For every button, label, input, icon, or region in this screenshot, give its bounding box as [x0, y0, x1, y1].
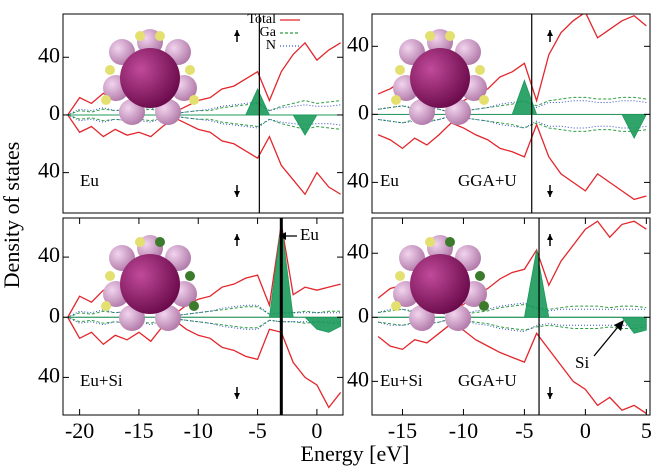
dos-line — [67, 316, 341, 329]
panel-plot — [63, 14, 343, 213]
atom — [445, 237, 455, 247]
annotation: GGA+U — [458, 371, 517, 390]
spin-down-arrow-head — [547, 393, 553, 399]
spin-up-arrow-head — [234, 234, 240, 240]
atom — [189, 301, 199, 311]
dos-line — [377, 122, 647, 201]
y-tick-label: 0 — [358, 302, 369, 327]
atom — [475, 271, 485, 281]
y-tick-label: 40 — [347, 366, 369, 391]
x-tick-label: 5 — [641, 418, 652, 443]
atom — [155, 237, 165, 247]
x-tick-label: -15 — [388, 418, 417, 443]
dos-line — [67, 306, 341, 318]
dos-line — [377, 322, 647, 414]
spin-up-arrow-head — [547, 234, 553, 240]
dos-line — [67, 114, 341, 130]
x-tick-label: -5 — [248, 418, 266, 443]
si-pointer-head — [614, 320, 624, 331]
eu-pointer-head — [279, 232, 286, 240]
x-tick-label: 0 — [311, 418, 322, 443]
y-tick-label: 40 — [38, 42, 60, 67]
x-axis-label: Energy [eV] — [301, 441, 410, 466]
annotation: Eu+Si — [80, 371, 123, 390]
y-tick-label: 40 — [38, 158, 60, 183]
panel-plot — [63, 218, 343, 415]
atom — [155, 31, 165, 41]
eu-area — [67, 316, 342, 333]
eu-area — [67, 114, 341, 136]
y-tick-label: 0 — [358, 99, 369, 124]
dos-line — [67, 316, 341, 330]
x-tick-label: -15 — [124, 418, 153, 443]
dos-line — [67, 316, 342, 409]
dos-line — [67, 114, 341, 196]
x-tick-label: -20 — [65, 418, 94, 443]
atom — [425, 31, 435, 41]
spin-down-arrow-head — [234, 191, 240, 197]
atom — [101, 95, 111, 105]
panel-frame — [371, 217, 651, 416]
panel-frame — [62, 13, 344, 214]
atom — [475, 65, 485, 75]
atom — [391, 95, 401, 105]
y-tick-label: 40 — [347, 31, 369, 56]
atom — [189, 95, 199, 105]
x-tick-label: 0 — [580, 418, 591, 443]
spin-down-arrow-head — [234, 393, 240, 399]
eu-atom — [120, 48, 180, 108]
y-tick-label: 40 — [38, 362, 60, 387]
y-tick-label: 0 — [49, 302, 60, 327]
legend-label: Ga — [260, 25, 277, 40]
atom — [479, 95, 489, 105]
molecule-illustration — [101, 235, 199, 331]
spin-up-arrow-head — [234, 30, 240, 36]
annotation: GGA+U — [458, 171, 517, 190]
atom — [395, 65, 405, 75]
eu-atom — [410, 48, 470, 108]
x-tick-label: -10 — [184, 418, 213, 443]
eu-atom — [410, 254, 470, 314]
panel-frame — [371, 13, 651, 214]
atom — [185, 65, 195, 75]
spin-up-arrow-head — [547, 30, 553, 36]
atom — [135, 31, 145, 41]
y-tick-label: 0 — [49, 100, 60, 125]
y-tick-label: 40 — [347, 238, 369, 263]
eu-atom — [120, 254, 180, 314]
annotation: Si — [575, 353, 589, 372]
y-tick-label: 40 — [347, 167, 369, 192]
dos-line — [67, 100, 341, 116]
atom — [105, 271, 115, 281]
atom — [425, 237, 435, 247]
x-tick-label: -10 — [449, 418, 478, 443]
molecule-illustration — [391, 29, 489, 125]
dos-line — [67, 114, 341, 129]
molecule-illustration — [391, 235, 489, 331]
legend-label: N — [266, 38, 276, 53]
annotation: Eu — [80, 171, 99, 190]
panel-frame — [62, 217, 344, 416]
atom — [395, 271, 405, 281]
atom — [391, 301, 401, 311]
atom — [101, 301, 111, 311]
spin-down-arrow-head — [547, 191, 553, 197]
annotation: Eu — [380, 171, 399, 190]
annotation: Eu — [300, 225, 319, 244]
y-axis-label: Density of states — [0, 142, 24, 289]
molecule-illustration — [101, 29, 199, 125]
atom — [445, 31, 455, 41]
atom — [105, 65, 115, 75]
annotation: Eu+Si — [380, 371, 423, 390]
legend-label: Total — [247, 12, 276, 27]
atom — [135, 237, 145, 247]
x-tick-label: -5 — [515, 418, 533, 443]
y-tick-label: 40 — [38, 242, 60, 267]
atom — [185, 271, 195, 281]
atom — [479, 301, 489, 311]
dos-line — [67, 101, 341, 116]
